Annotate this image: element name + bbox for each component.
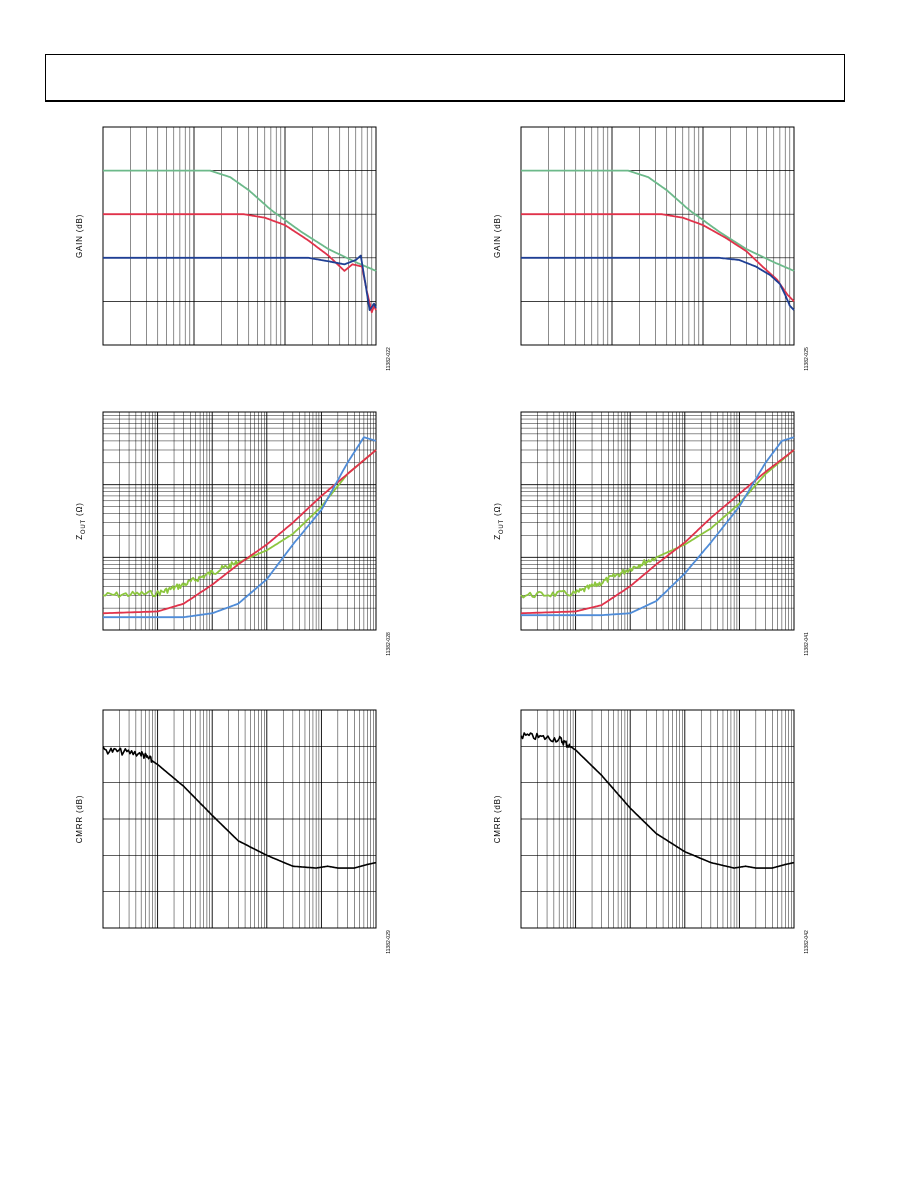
plot-area: [521, 127, 794, 345]
y-axis-label: ZOUT (Ω): [75, 502, 87, 540]
plot-area: [103, 412, 376, 630]
y-axis-label-unit: (Ω): [493, 502, 502, 519]
gain-chart-left: GAIN (dB) 11382-022: [75, 126, 392, 371]
plot-frame: [520, 709, 795, 929]
series-line-green: [102, 449, 377, 598]
y-axis-label: CMRR (dB): [75, 795, 84, 844]
y-axis-label-main: Z: [493, 534, 502, 540]
y-axis-label-unit: (Ω): [75, 502, 84, 519]
cmrr-chart-left: CMRR (dB) 11382-029: [75, 709, 392, 954]
grid: [102, 412, 376, 631]
figure-id: 11382-025: [804, 347, 810, 371]
plot-area: [521, 412, 794, 630]
y-axis-label: ZOUT (Ω): [493, 502, 505, 540]
series-line-teal: [103, 169, 377, 272]
series-line-red: [520, 449, 795, 615]
series-line-green: [520, 449, 795, 599]
figure-id: 11382-042: [804, 930, 810, 954]
plot-frame: [102, 126, 377, 346]
y-axis-label: CMRR (dB): [493, 795, 502, 844]
y-axis-label-sub: OUT: [81, 519, 87, 534]
page-header-box: [45, 54, 845, 102]
y-axis-label-sub: OUT: [499, 519, 505, 534]
figure-id: 11382-022: [386, 347, 392, 371]
zout-chart-left: ZOUT (Ω) 11382-028: [75, 411, 392, 656]
figure-id: 11382-028: [386, 632, 392, 656]
plot-frame: [520, 411, 795, 631]
series-line-red: [103, 213, 377, 314]
figure-id: 11382-041: [804, 632, 810, 656]
plot-frame: [102, 709, 377, 929]
plot-frame: [520, 126, 795, 346]
series-line-blue: [103, 436, 377, 619]
series-line-teal: [521, 169, 795, 272]
figure-id: 11382-029: [386, 930, 392, 954]
series-line-black: [520, 732, 795, 869]
series-line-blue: [521, 436, 795, 617]
y-axis-label-main: Z: [75, 534, 84, 540]
y-axis-label: GAIN (dB): [75, 214, 84, 258]
gain-chart-right: GAIN (dB) 11382-025: [493, 126, 810, 371]
y-axis-label: GAIN (dB): [493, 214, 502, 258]
zout-chart-right: ZOUT (Ω) 11382-041: [493, 411, 810, 656]
series-line-black: [102, 746, 377, 869]
plot-frame: [102, 411, 377, 631]
series-line-navy: [521, 256, 795, 311]
cmrr-chart-right: CMRR (dB) 11382-042: [493, 709, 810, 954]
plot-area: [103, 127, 376, 345]
series-line-navy: [103, 254, 377, 311]
grid: [102, 709, 376, 929]
